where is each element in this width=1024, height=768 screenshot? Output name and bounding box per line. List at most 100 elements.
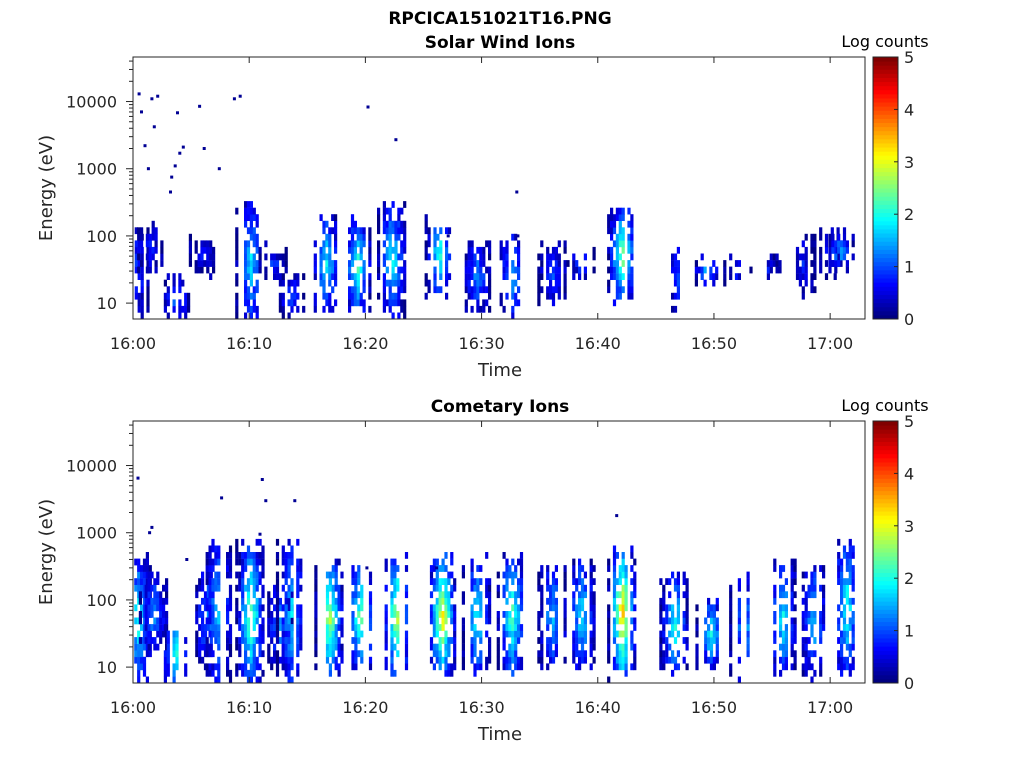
- spectrogram-cell: [140, 624, 144, 631]
- spectrogram-cell: [241, 578, 245, 585]
- spectrogram-cell: [729, 604, 733, 612]
- spectrogram-cell: [723, 260, 727, 267]
- spectrogram-cell: [246, 617, 251, 625]
- spectrogram-cell: [270, 624, 274, 631]
- spectrogram-cell: [551, 617, 556, 625]
- spectrogram-cell: [831, 246, 835, 254]
- spectrogram-cell: [334, 624, 338, 631]
- spectrogram-cell: [540, 643, 544, 651]
- x-tick-label: 16:50: [691, 698, 737, 717]
- spectrogram-cell: [551, 597, 556, 605]
- spectrogram-cell: [488, 604, 492, 612]
- spectrogram-cell: [557, 266, 561, 274]
- spectrogram-cell: [275, 266, 280, 274]
- colorbar-band: [873, 527, 898, 533]
- spectrogram-cell: [575, 578, 579, 585]
- spectrogram-cell: [610, 220, 614, 228]
- spectrogram-cell: [842, 611, 847, 618]
- spectrogram-cell: [165, 643, 169, 651]
- spectrogram-cell: [208, 558, 212, 566]
- spectrogram-cell: [255, 663, 259, 671]
- spectrogram-cell: [270, 637, 274, 644]
- spectrogram-cell: [793, 565, 797, 572]
- spectrogram-cell: [252, 663, 256, 671]
- spectrogram-cell: [549, 650, 553, 658]
- spectrogram-cell: [359, 266, 363, 274]
- spectrogram-cell: [203, 604, 208, 612]
- spectrogram-cell: [281, 656, 285, 664]
- spectrogram-cell: [163, 663, 167, 671]
- spectrogram-cell: [837, 637, 841, 644]
- spectrogram-cell: [142, 604, 147, 612]
- spectrogram-cell: [589, 630, 593, 638]
- spectrogram-cell: [153, 578, 157, 585]
- spectrogram-cell: [403, 246, 407, 254]
- spectrogram-cell: [773, 669, 777, 677]
- figure-title: RPCICA151021T16.PNG: [388, 9, 611, 29]
- spectrogram-cell: [511, 279, 515, 287]
- spectrogram-cell: [502, 305, 506, 313]
- spectrogram-cell: [337, 669, 341, 677]
- spectrogram-cell: [615, 214, 619, 221]
- spectrogram-cell: [348, 299, 352, 307]
- spectrogram-cell: [659, 656, 663, 664]
- spectrogram-cell: [353, 246, 357, 254]
- spectrogram-cell: [340, 597, 344, 605]
- spectrogram-point: [137, 92, 141, 96]
- spectrogram-cell: [217, 584, 221, 592]
- spectrogram-cell: [146, 305, 150, 313]
- spectrogram-cell: [368, 233, 372, 241]
- spectrogram-cell: [390, 650, 394, 658]
- spectrogram-cell: [551, 637, 556, 644]
- panel-cometary: Cometary Ions 16:00 16:10 16:20 16:30 16:40 1…: [36, 396, 929, 745]
- spectrogram-cell: [388, 214, 392, 221]
- spectrogram-cell: [209, 571, 213, 579]
- spectrogram-cell: [496, 643, 500, 651]
- spectrogram-cell: [801, 571, 805, 579]
- spectrogram-cell: [662, 584, 666, 592]
- spectrogram-cell: [281, 273, 285, 280]
- spectrogram-cell: [804, 617, 808, 625]
- spectrogram-cell: [511, 286, 515, 294]
- spectrogram-cell: [348, 246, 352, 254]
- spectrogram-cell: [514, 630, 518, 638]
- spectrogram-cell: [314, 663, 318, 671]
- spectrogram-cell: [429, 578, 434, 585]
- spectrogram-cell: [359, 292, 363, 300]
- spectrogram-cell: [211, 650, 215, 658]
- spectrogram-cell: [519, 604, 524, 612]
- spectrogram-cell: [438, 624, 442, 631]
- spectrogram-cell: [357, 604, 361, 612]
- spectrogram-cell: [845, 246, 849, 254]
- spectrogram-cell: [781, 611, 786, 618]
- spectrogram-cell: [845, 565, 849, 572]
- spectrogram-cell: [712, 604, 716, 612]
- colorbar-band: [873, 196, 898, 201]
- spectrogram-cell: [624, 584, 628, 592]
- spectrogram-cell: [184, 669, 188, 677]
- spectrogram-cell: [772, 253, 776, 261]
- spectrogram-cell: [284, 617, 288, 625]
- spectrogram-cell: [709, 650, 714, 658]
- spectrogram-cell: [362, 233, 366, 241]
- spectrogram-cell: [396, 650, 400, 658]
- spectrogram-cell: [461, 637, 465, 644]
- spectrogram-cell: [551, 292, 556, 300]
- spectrogram-cell: [540, 656, 544, 664]
- spectrogram-cell: [325, 292, 329, 300]
- spectrogram-cell: [612, 299, 617, 307]
- spectrogram-cell: [551, 273, 556, 280]
- spectrogram-cell: [624, 663, 628, 671]
- spectrogram-point: [232, 97, 236, 101]
- spectrogram-cell: [511, 630, 515, 638]
- spectrogram-cell: [707, 597, 711, 605]
- spectrogram-cell: [813, 617, 817, 625]
- spectrogram-cell: [488, 656, 492, 664]
- spectrogram-cell: [200, 260, 204, 267]
- spectrogram-cell: [178, 273, 182, 280]
- spectrogram-cell: [354, 643, 358, 651]
- spectrogram-cell: [551, 604, 556, 612]
- spectrogram-cell: [384, 558, 388, 566]
- spectrogram-cell: [331, 617, 335, 625]
- colorbar-band: [873, 633, 898, 639]
